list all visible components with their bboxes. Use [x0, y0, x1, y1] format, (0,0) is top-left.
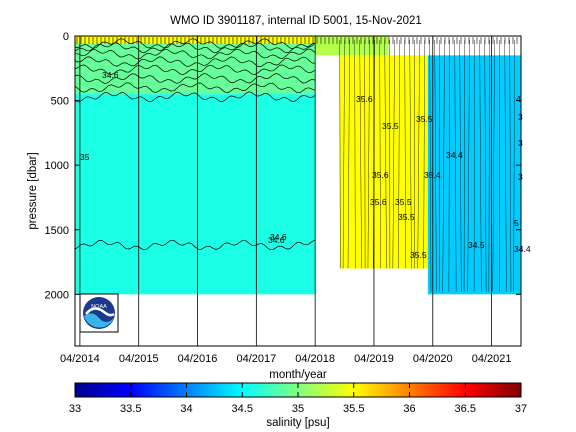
contour-label: 35.5 [410, 250, 427, 260]
contour-label: 34.5 [468, 240, 485, 250]
plot-area: 34.634.635.635.535.635.535.634.63535.434… [45, 31, 531, 365]
colorbar-tick-label: 33 [69, 403, 81, 415]
colorbar-tick-label: 33.5 [120, 403, 141, 415]
x-tick-label: 04/2021 [472, 353, 512, 365]
contour-label: 4 [516, 94, 521, 104]
contour-label: 34.4 [514, 244, 531, 254]
contour-label: 35.6 [372, 170, 389, 180]
plot-frame [74, 35, 522, 347]
salinity-region [339, 55, 428, 269]
noaa-logo: NOAA [79, 293, 119, 333]
noaa-logo-text: NOAA [91, 304, 107, 310]
chart-title: WMO ID 3901187, internal ID 5001, 15-Nov… [170, 15, 422, 27]
colorbar-tick-label: 36.5 [455, 403, 476, 415]
contour-label: 35.5 [416, 114, 433, 124]
x-axis-label: month/year [269, 369, 327, 381]
colorbar-label: salinity [psu] [266, 417, 329, 429]
contour-label: 35.5 [398, 212, 415, 222]
colorbar-tick-label: 34 [180, 403, 192, 415]
x-tick-label: 04/2019 [354, 353, 394, 365]
colorbar-tick-label: 35 [292, 403, 304, 415]
contour-label: 35.6 [370, 197, 387, 207]
y-tick-label: 0 [63, 31, 69, 43]
colorbar-tick-label: 37 [515, 403, 527, 415]
contour-label: 35.5 [382, 121, 399, 131]
colorbar-tick-label: 34.5 [232, 403, 253, 415]
colorbar-tick-label: 35.5 [343, 403, 364, 415]
y-tick-label: 500 [51, 96, 69, 108]
x-tick-label: 04/2015 [119, 353, 159, 365]
x-tick-label: 04/2016 [178, 353, 218, 365]
contour-label: 34.6 [268, 235, 285, 245]
contour-label: 34.6 [102, 70, 119, 80]
y-tick-label: 2000 [45, 289, 69, 301]
y-tick-label: 1500 [45, 225, 69, 237]
contour-lines [74, 37, 518, 292]
contour-label: 35 [80, 152, 90, 162]
x-tick-label: 04/2020 [413, 353, 453, 365]
x-tick-label: 04/2017 [236, 353, 276, 365]
y-axis-label: pressure [dbar] [27, 152, 39, 229]
contour-label: 34.6 [270, 232, 287, 242]
contour-label: 35.5 [395, 197, 412, 207]
salinity-region [315, 36, 389, 56]
colorbar-tick-label: 36 [403, 403, 415, 415]
contour-label: 34.4 [446, 150, 463, 160]
salinity-region [75, 43, 316, 95]
x-tick-label: 04/2018 [295, 353, 335, 365]
contour-label: 5 [514, 218, 519, 228]
salinity-region [75, 36, 316, 44]
x-tick-label: 04/2014 [60, 353, 100, 365]
y-tick-label: 1000 [45, 160, 69, 172]
contour-label: 35.6 [356, 94, 373, 104]
colorbar: 33 33.5 34 34.5 35 35.5 36 36.5 37 salinity [psu… [69, 382, 527, 429]
salinity-region [75, 94, 316, 295]
